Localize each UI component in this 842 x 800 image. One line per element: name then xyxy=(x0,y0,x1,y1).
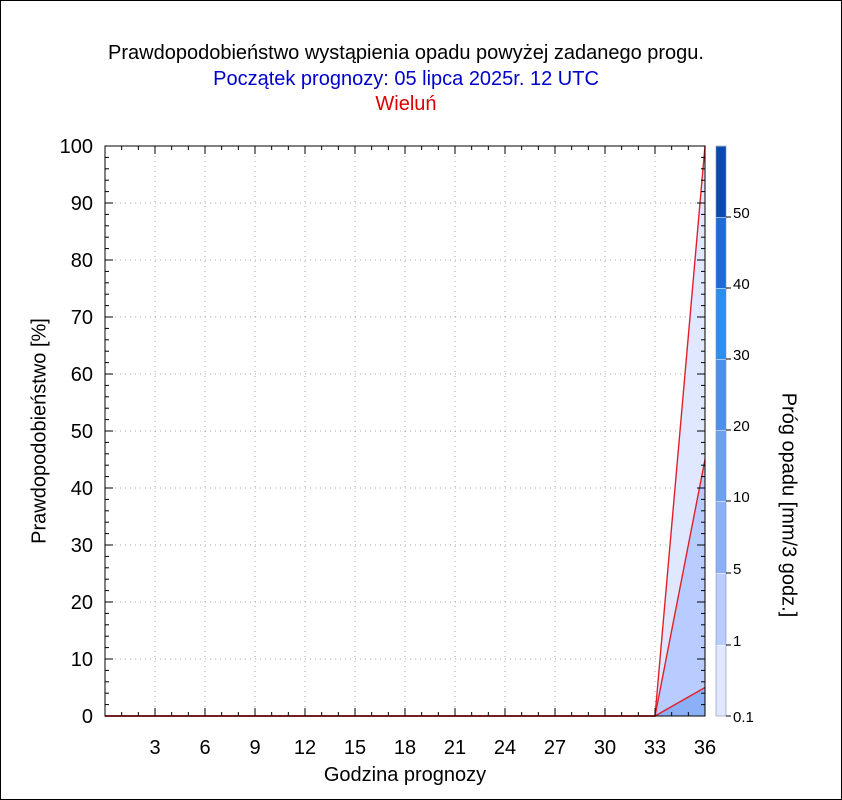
y-tick-label: 90 xyxy=(71,193,93,215)
y-tick-label: 100 xyxy=(60,136,93,158)
y-tick-label: 50 xyxy=(71,421,93,443)
x-tick-label: 33 xyxy=(644,737,666,759)
colorbar-tick-label: 50 xyxy=(733,205,750,222)
colorbar-tick-label: 10 xyxy=(733,489,750,506)
x-tick-label: 27 xyxy=(544,737,566,759)
station-name: Wieluń xyxy=(375,93,437,115)
chart-title: Prawdopodobieństwo wystąpienia opadu pow… xyxy=(108,42,704,64)
colorbar-tick-label: 40 xyxy=(733,276,750,293)
x-tick-label: 18 xyxy=(394,737,416,759)
y-tick-label: 70 xyxy=(71,307,93,329)
y-tick-label: 0 xyxy=(82,706,93,728)
x-tick-label: 12 xyxy=(294,737,316,759)
colorbar-band-0-1 xyxy=(716,645,726,716)
colorbar-band-20 xyxy=(716,359,726,430)
curve-threshold-1 xyxy=(105,459,706,717)
x-tick-label: 6 xyxy=(199,737,210,759)
colorbar-band-10 xyxy=(716,430,726,501)
colorbar-band-1 xyxy=(716,573,726,645)
y-axis-label: Prawdopodobieństwo [%] xyxy=(28,318,50,544)
area-threshold-1 xyxy=(105,459,705,716)
colorbar-tick-label: 0.1 xyxy=(733,709,754,726)
y-tick-label: 60 xyxy=(71,364,93,386)
x-tick-label: 24 xyxy=(494,737,516,759)
x-tick-label: 30 xyxy=(594,737,616,759)
colorbar-tick-label: 30 xyxy=(733,347,750,364)
colorbar-label: Próg opadu [mm/3 godz.] xyxy=(778,393,800,618)
forecast-start-subtitle: Początek prognozy: 05 lipca 2025r. 12 UT… xyxy=(213,68,599,90)
y-tick-label: 20 xyxy=(71,592,93,614)
x-tick-label: 21 xyxy=(444,737,466,759)
y-tick-labels: 0 10 20 30 40 50 60 70 80 90 100 xyxy=(60,136,93,728)
colorbar-tick-label: 20 xyxy=(733,418,750,435)
x-axis-label: Godzina prognozy xyxy=(324,764,486,786)
axis-ticks xyxy=(105,145,705,717)
colorbar-border xyxy=(715,145,727,717)
x-tick-label: 9 xyxy=(249,737,260,759)
colorbar-band-50 xyxy=(716,146,726,217)
x-tick-labels: 3 6 9 12 15 18 21 24 27 30 33 36 xyxy=(149,737,716,759)
y-tick-label: 10 xyxy=(71,649,93,671)
x-tick-label: 3 xyxy=(149,737,160,759)
y-tick-label: 40 xyxy=(71,478,93,500)
threshold-colorbar: 0.1 1 5 10 20 30 40 50 xyxy=(715,145,754,726)
colorbar-band-40 xyxy=(716,217,726,288)
x-tick-label: 15 xyxy=(344,737,366,759)
y-tick-label: 30 xyxy=(71,535,93,557)
colorbar-tick-label: 1 xyxy=(733,633,741,650)
colorbar-band-5 xyxy=(716,501,726,573)
colorbar-tick-label: 5 xyxy=(733,561,741,578)
y-tick-label: 80 xyxy=(71,250,93,272)
x-tick-label: 36 xyxy=(694,737,716,759)
grid-lines xyxy=(105,146,705,716)
colorbar-band-30 xyxy=(716,288,726,359)
